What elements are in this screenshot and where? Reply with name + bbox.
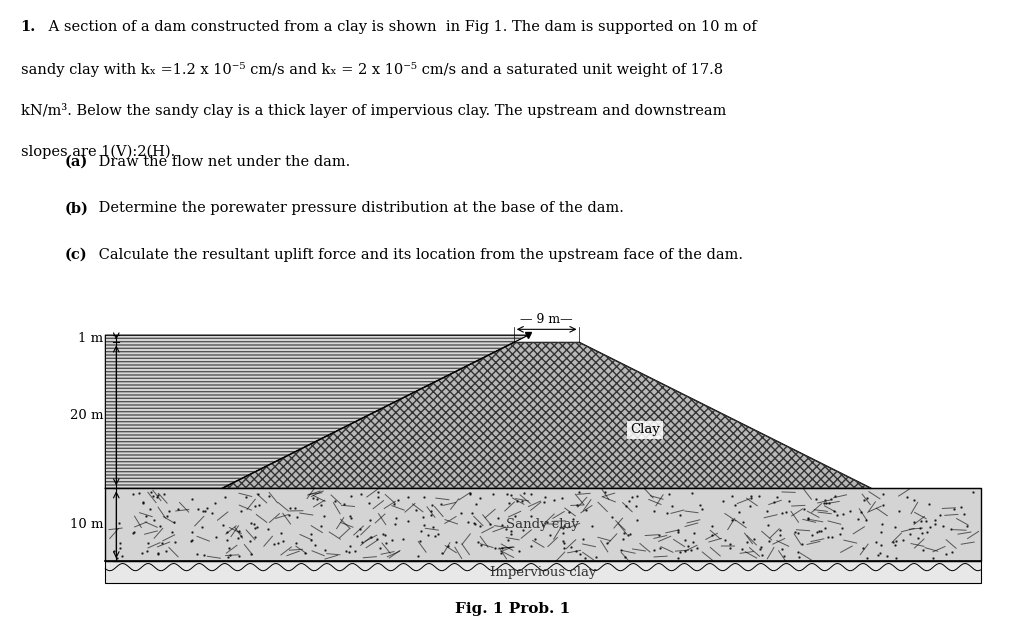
Text: Fig. 1 Prob. 1: Fig. 1 Prob. 1 [456, 602, 570, 616]
Text: slopes are 1(V):2(H).: slopes are 1(V):2(H). [21, 144, 174, 158]
Text: sandy clay with kₓ =1.2 x 10⁻⁵ cm/s and kₓ = 2 x 10⁻⁵ cm/s and a saturated unit : sandy clay with kₓ =1.2 x 10⁻⁵ cm/s and … [21, 62, 722, 77]
Text: (a): (a) [65, 155, 88, 169]
Text: Impervious clay: Impervious clay [489, 566, 596, 579]
Polygon shape [106, 335, 528, 488]
Text: A section of a dam constructed from a clay is shown  in Fig 1. The dam is suppor: A section of a dam constructed from a cl… [44, 20, 757, 35]
Bar [106, 488, 981, 561]
Text: 1.: 1. [21, 20, 36, 35]
Bar [106, 561, 981, 583]
Text: Calculate the resultant uplift force and its location from the upstream face of : Calculate the resultant uplift force and… [94, 248, 744, 262]
Text: 10 m: 10 m [71, 518, 104, 531]
Text: — 9 m—: — 9 m— [520, 313, 573, 326]
Polygon shape [222, 342, 871, 488]
Text: 20 m: 20 m [71, 409, 104, 422]
Text: (c): (c) [65, 248, 87, 262]
Text: 1 m: 1 m [78, 332, 104, 345]
Text: Clay: Clay [630, 423, 660, 436]
Text: Draw the flow net under the dam.: Draw the flow net under the dam. [94, 155, 351, 169]
Text: Sandy clay: Sandy clay [507, 518, 580, 531]
Text: (b): (b) [65, 201, 88, 215]
Text: Determine the porewater pressure distribution at the base of the dam.: Determine the porewater pressure distrib… [94, 201, 624, 215]
Text: kN/m³. Below the sandy clay is a thick layer of impervious clay. The upstream an: kN/m³. Below the sandy clay is a thick l… [21, 103, 725, 118]
